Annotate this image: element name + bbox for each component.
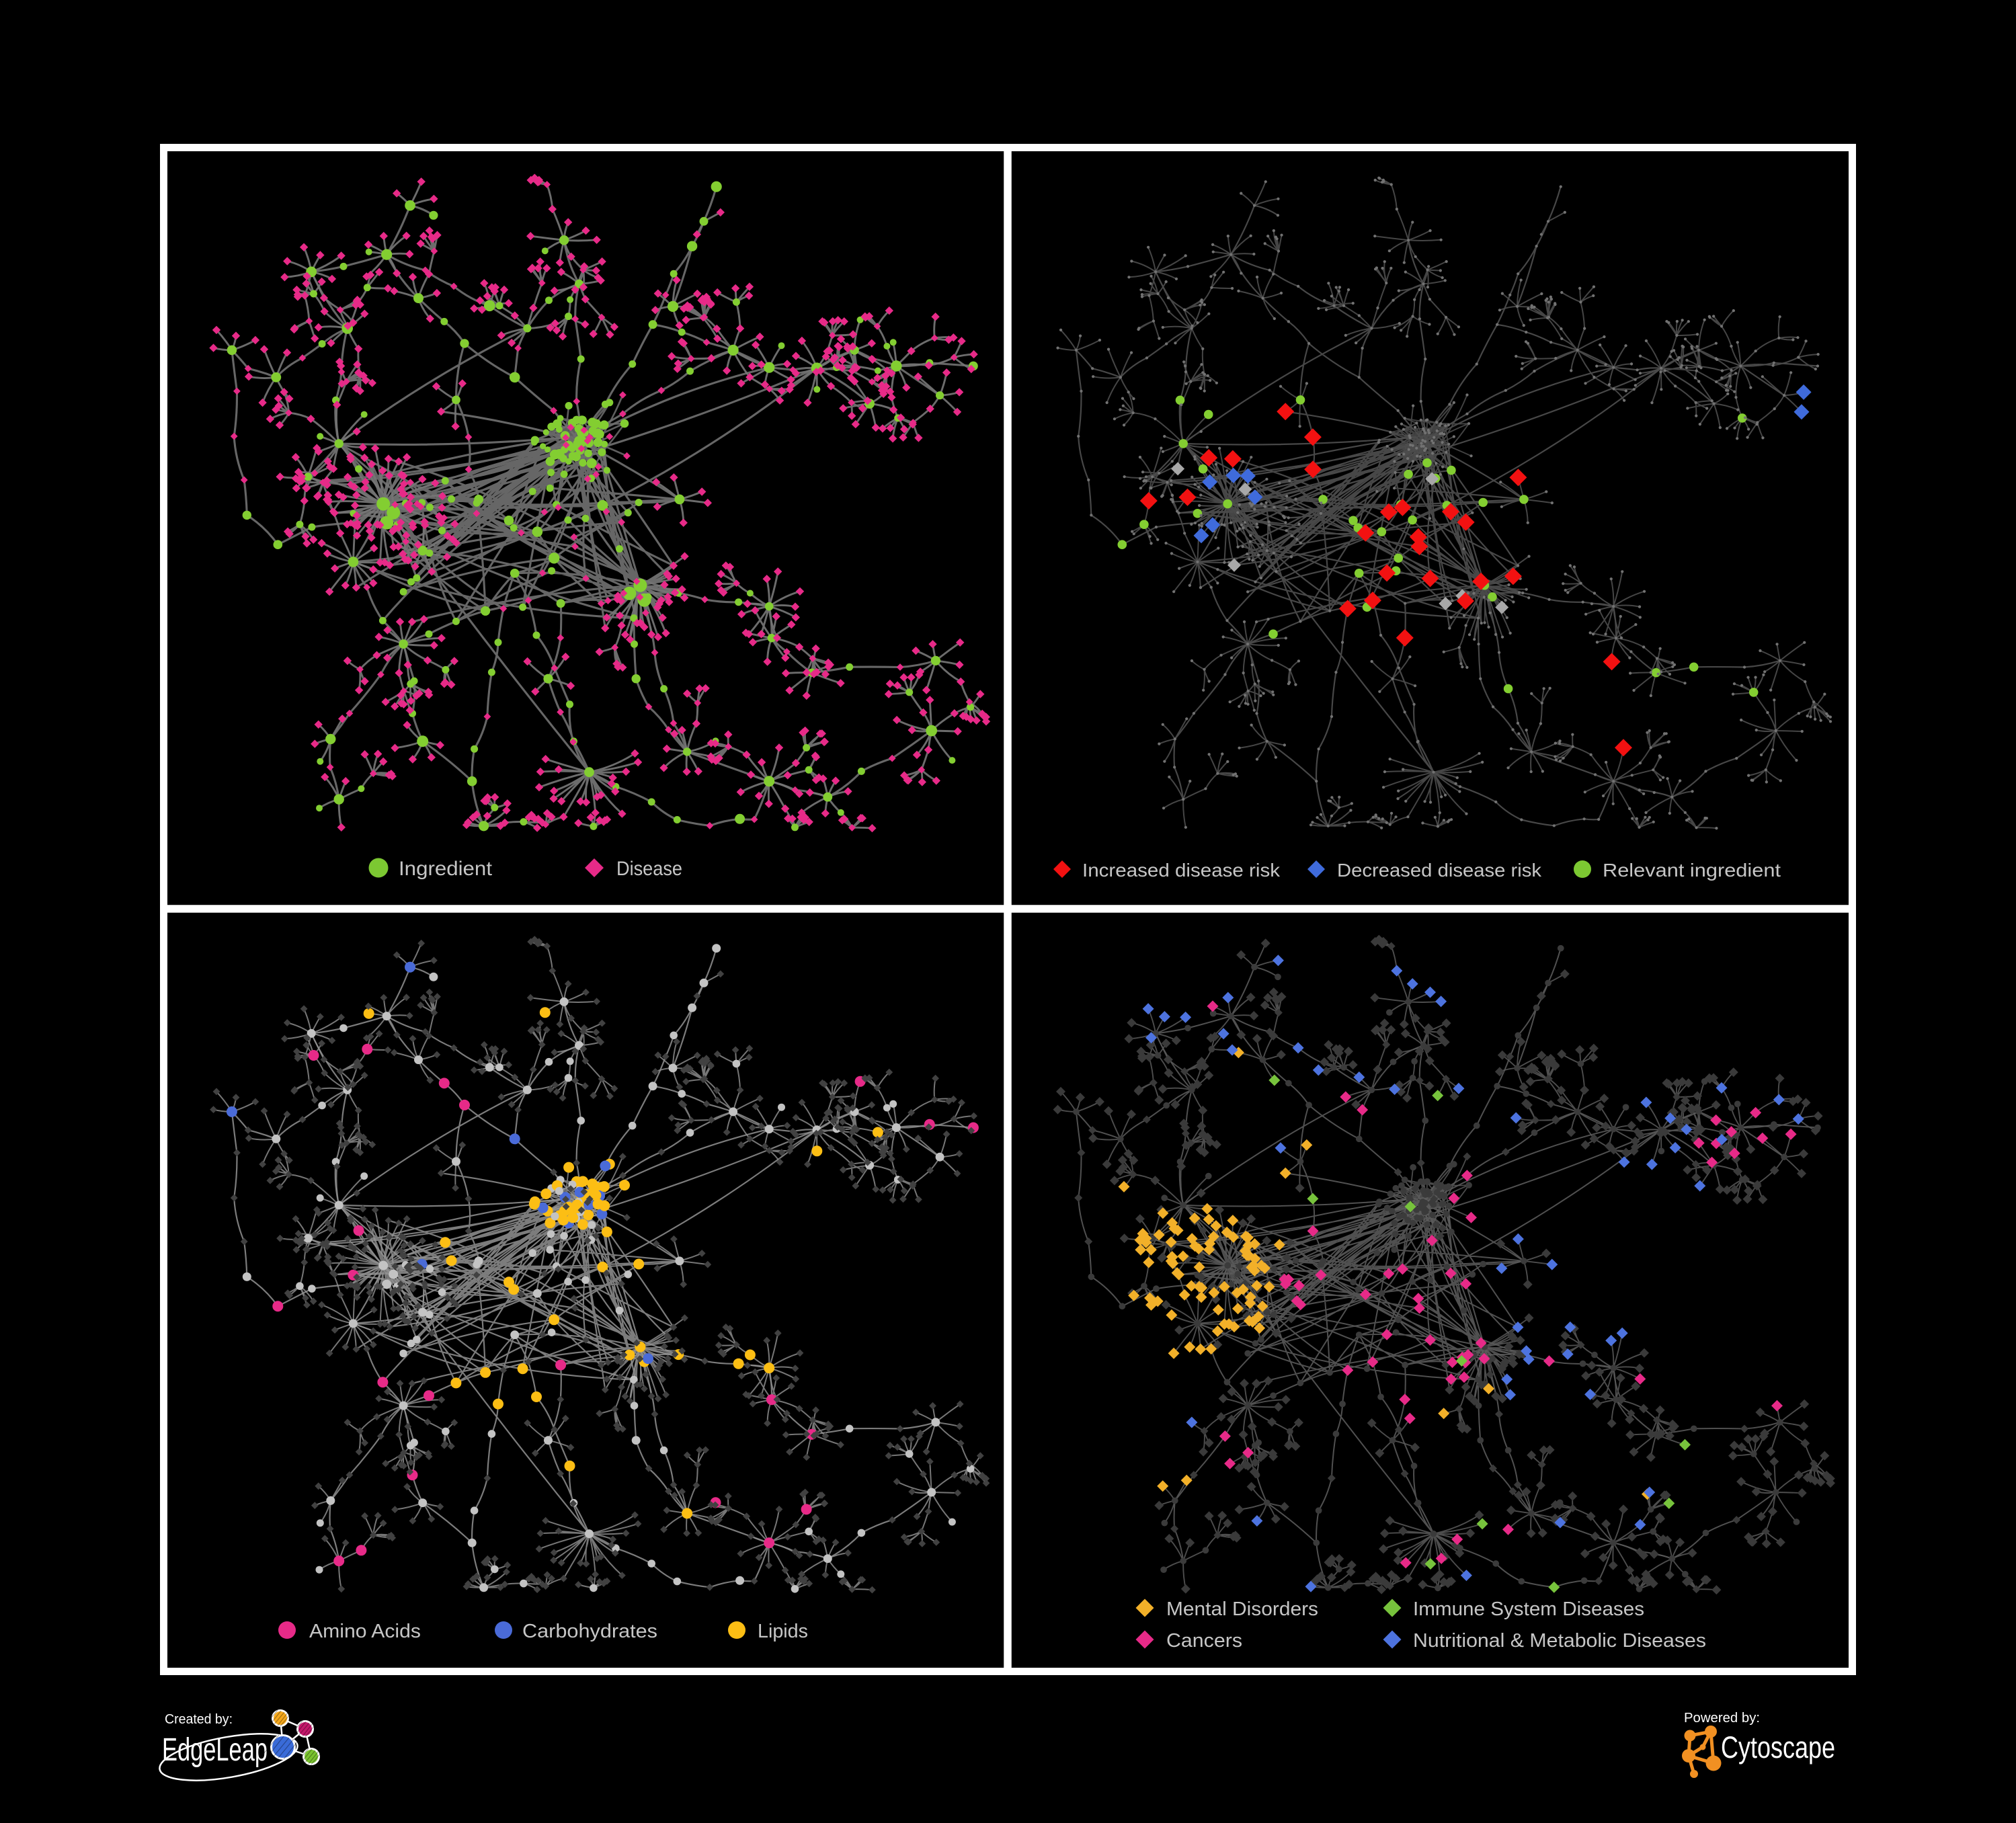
- svg-text:EdgeLeap: EdgeLeap: [162, 1732, 268, 1768]
- svg-text:Powered by:: Powered by:: [1684, 1711, 1760, 1726]
- svg-text:Amino Acids: Amino Acids: [309, 1621, 421, 1642]
- svg-text:Nutritional & Metabolic Diseas: Nutritional & Metabolic Diseases: [1413, 1630, 1706, 1652]
- svg-text:Carbohydrates: Carbohydrates: [522, 1621, 657, 1642]
- svg-text:Disease: Disease: [616, 858, 682, 880]
- svg-text:Mental Disorders: Mental Disorders: [1166, 1598, 1318, 1620]
- svg-text:Relevant ingredient: Relevant ingredient: [1603, 860, 1781, 881]
- svg-text:Cytoscape: Cytoscape: [1721, 1730, 1835, 1765]
- svg-text:Created by:: Created by:: [165, 1712, 233, 1727]
- svg-text:Increased disease risk: Increased disease risk: [1082, 860, 1281, 881]
- svg-text:Ingredient: Ingredient: [399, 858, 493, 880]
- svg-text:Immune System Diseases: Immune System Diseases: [1413, 1598, 1644, 1620]
- svg-text:Decreased disease risk: Decreased disease risk: [1337, 860, 1542, 881]
- svg-text:Cancers: Cancers: [1166, 1630, 1242, 1652]
- svg-text:Lipids: Lipids: [758, 1621, 808, 1642]
